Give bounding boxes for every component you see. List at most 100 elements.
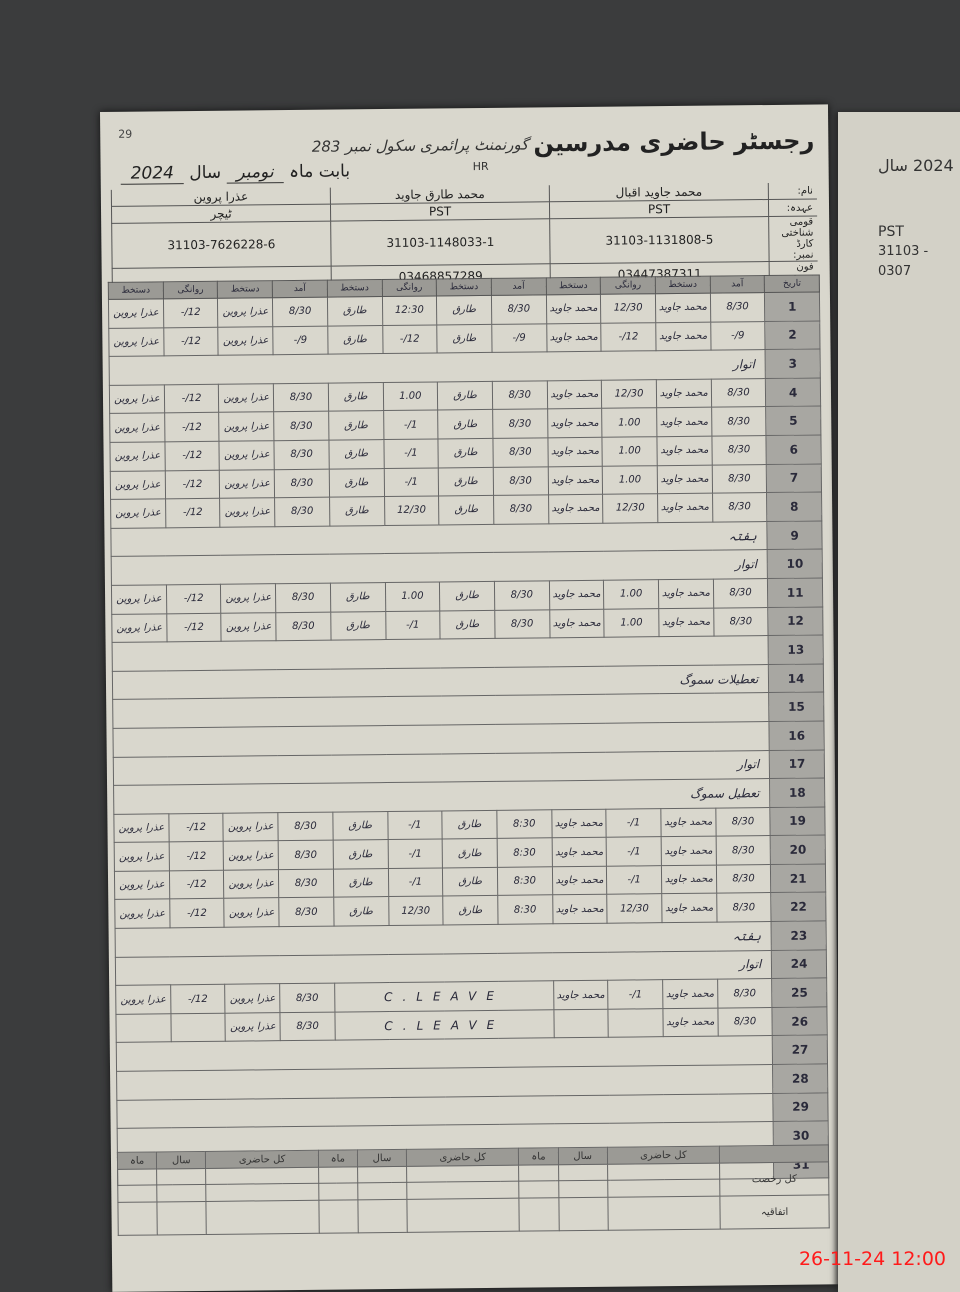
out-time: 12/- (165, 498, 221, 528)
out-time: 1/- (387, 839, 443, 869)
out-signature: محمد جاوید (548, 580, 604, 610)
in-time: 8/30 (273, 411, 329, 441)
day-number: 10 (767, 549, 823, 579)
year-label: سال (189, 162, 222, 184)
next-page-year: 2024 سال (878, 156, 954, 175)
header-sign: دستخط (327, 279, 382, 298)
day-number: 29 (773, 1092, 829, 1122)
in-signature: عذرا پروین (218, 383, 274, 413)
header-out: روانگی (381, 278, 437, 297)
in-signature: محمد جاوید (656, 378, 712, 409)
out-signature: طارق (328, 382, 384, 412)
in-time: 8/30 (492, 380, 548, 410)
header-sign: دستخط (655, 276, 711, 294)
out-signature: محمد جاوید (547, 437, 603, 467)
out-signature: محمد جاوید (553, 980, 609, 1010)
summary-label: کل رخصت (719, 1161, 829, 1197)
day-number: 19 (770, 806, 826, 836)
out-time: 1/- (387, 810, 443, 840)
in-time: 8:30 (497, 838, 552, 868)
out-signature: محمد جاوید (546, 322, 602, 353)
out-signature: عذرا پروین (114, 842, 170, 872)
day-number: 13 (768, 635, 824, 665)
in-time: 8/30 (713, 578, 769, 608)
out-signature: طارق (327, 296, 383, 326)
out-signature: طارق (332, 839, 388, 869)
out-signature: طارق (333, 896, 389, 927)
month-value: نومبر (226, 162, 284, 184)
summary-label: اتفاقیہ (720, 1194, 830, 1230)
out-time: 1/- (383, 438, 439, 469)
out-signature (553, 1009, 609, 1039)
leave-entry: C.LEAVE (334, 1009, 554, 1041)
out-time: 12/- (169, 870, 225, 900)
out-time: 12:30 (381, 295, 437, 326)
out-time: 12/- (164, 441, 220, 471)
in-time: 8/30 (710, 378, 766, 408)
summary-cell (357, 1166, 408, 1200)
in-time: 8/30 (275, 583, 331, 613)
out-time: 1.00 (602, 436, 658, 466)
in-signature: محمد جاوید (658, 607, 714, 637)
header-in: آمد (272, 280, 328, 298)
in-time: 8/30 (711, 435, 767, 465)
in-signature: عذرا پروین (219, 440, 275, 470)
in-time: 8/30 (713, 607, 769, 637)
summary-header-cell: سال (557, 1147, 608, 1165)
summary-header-cell: ماہ (318, 1149, 358, 1168)
in-signature: محمد جاوید (662, 1007, 718, 1038)
in-time: 8/30 (491, 294, 547, 325)
out-time: 12/- (168, 841, 224, 871)
in-time: 8/30 (712, 492, 768, 522)
summary-cell (157, 1201, 207, 1235)
out-time: 1/- (606, 808, 662, 838)
out-time: 12/30 (601, 379, 657, 409)
out-time (170, 1013, 226, 1043)
day-number: 8 (766, 492, 822, 522)
out-signature: محمد جاوید (548, 494, 604, 524)
header-in: آمد (491, 277, 547, 296)
in-time: 9/- (491, 323, 547, 353)
out-signature: عذرا پروین (111, 584, 167, 614)
info-row-cnic: قومی شناختی کارڈ نمبر: 31103-1131808-5 311… (111, 215, 818, 269)
out-signature: طارق (329, 496, 385, 526)
in-time: 8/30 (274, 440, 330, 470)
summary-cell (318, 1166, 358, 1201)
in-signature: محمد جاوید (657, 464, 713, 494)
out-signature: عذرا پروین (109, 384, 165, 414)
out-signature: عذرا پروین (110, 470, 166, 500)
out-time: 12/- (165, 469, 220, 499)
in-signature: طارق (442, 867, 498, 897)
in-signature: محمد جاوید (655, 321, 711, 351)
day-number: 25 (771, 978, 827, 1008)
out-time: 1.00 (603, 608, 659, 638)
in-time: 8/30 (274, 497, 330, 527)
in-signature: محمد جاوید (661, 836, 717, 866)
day-number: 18 (769, 778, 825, 808)
out-signature: عذرا پروین (110, 498, 166, 529)
in-time: 8/30 (716, 864, 772, 894)
in-signature: عذرا پروین (218, 326, 274, 356)
out-signature: طارق (330, 611, 386, 641)
in-time: 8/30 (278, 868, 334, 899)
month-label: بابت ماہ (288, 161, 351, 183)
summary-cell (357, 1199, 408, 1233)
school-name: گورنمنٹ پرائمری سکول نمبر 283 (311, 135, 529, 156)
header-date: تاریخ (764, 274, 820, 293)
summary-header-cell: سال (156, 1151, 206, 1169)
in-signature: محمد جاوید (657, 493, 713, 523)
next-page-cnic: 31103 - (878, 244, 929, 259)
summary-cell (156, 1168, 207, 1202)
out-signature: طارق (328, 410, 384, 441)
out-time: 1/- (385, 610, 441, 640)
year-value: 2024 (120, 163, 185, 185)
out-time: 12/- (163, 298, 219, 328)
header-sign: دستخط (108, 281, 164, 300)
day-number: 9 (767, 520, 823, 550)
out-signature: عذرا پروین (113, 813, 169, 843)
in-time: 8/30 (716, 892, 772, 923)
in-time: 8/30 (493, 466, 549, 496)
header-sign: دستخط (436, 278, 492, 296)
in-time: 8/30 (273, 382, 329, 413)
summary-cell (558, 1197, 609, 1231)
